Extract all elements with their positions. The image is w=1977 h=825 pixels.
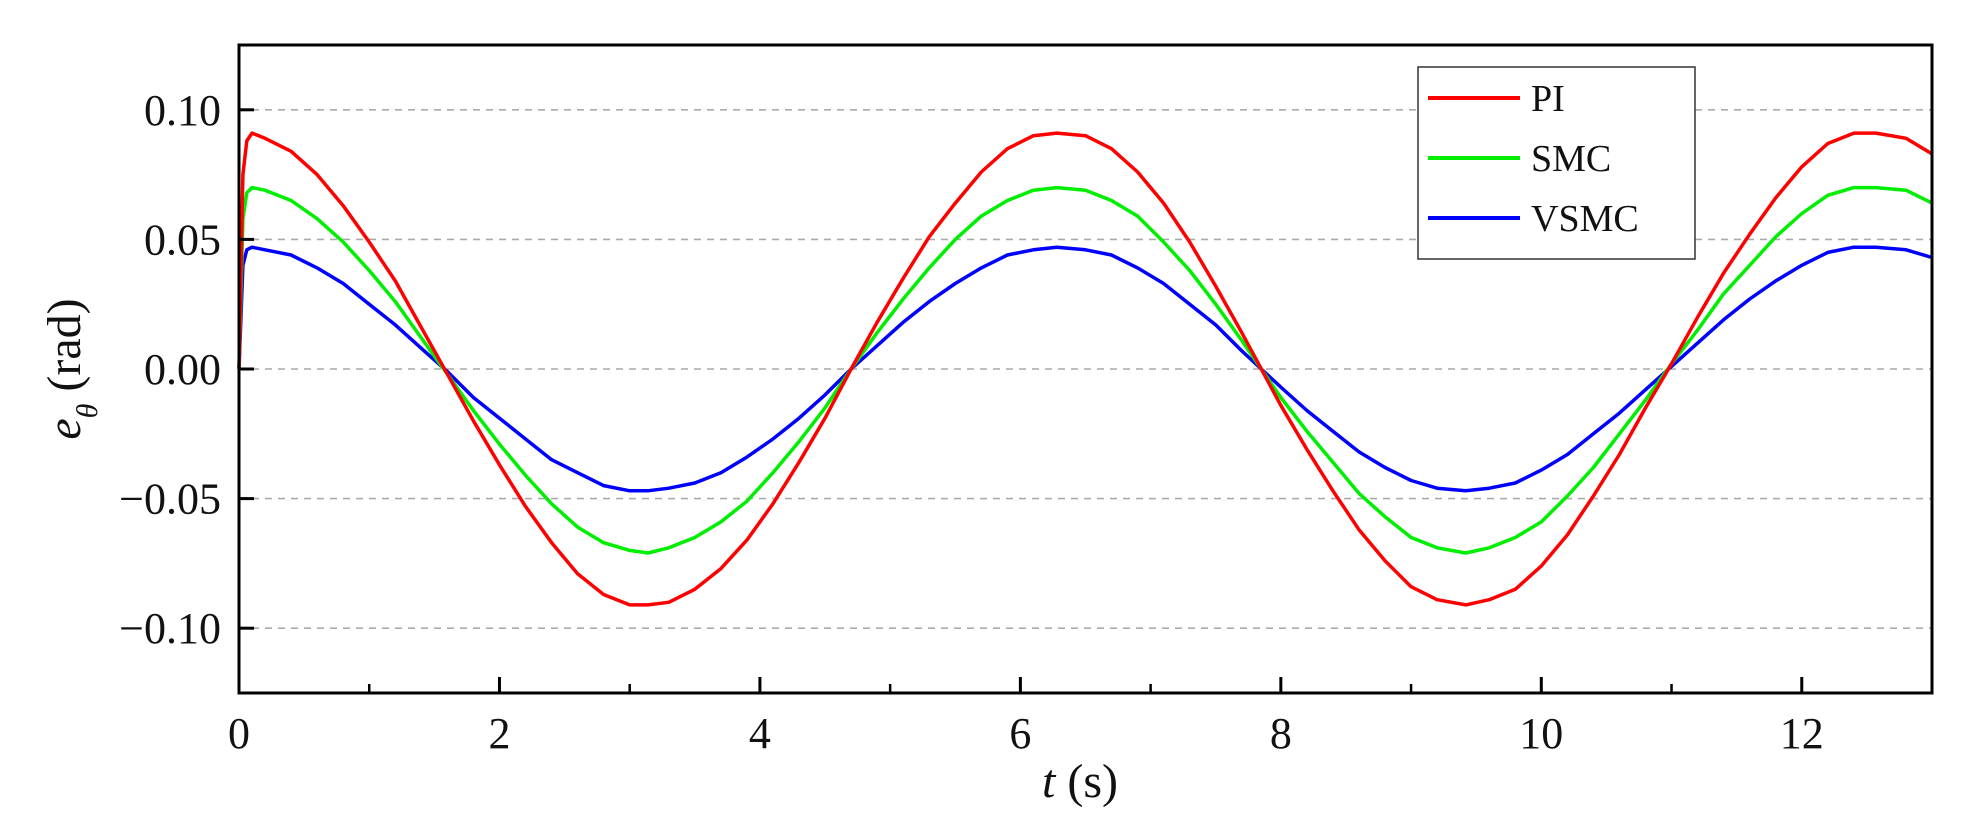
x-tick-label: 12 <box>1780 709 1824 758</box>
x-tick-label: 8 <box>1270 709 1292 758</box>
legend-label-vsmc: VSMC <box>1531 198 1639 240</box>
y-tick-label: −0.05 <box>119 475 221 524</box>
x-tick-label: 2 <box>488 709 510 758</box>
legend-label-smc: SMC <box>1531 138 1611 180</box>
y-tick-label: 0.00 <box>144 345 221 394</box>
x-axis-label: t (s) <box>1042 755 1118 808</box>
y-tick-label: 0.10 <box>144 86 221 135</box>
x-axis-variable: t <box>1042 755 1057 808</box>
axis-ticks <box>237 108 1804 693</box>
legend-entries: PI SMC VSMC <box>1428 78 1639 240</box>
series-line-pi <box>237 131 1933 607</box>
x-tick-label: 4 <box>749 709 771 758</box>
y-axis-subscript: θ <box>71 403 104 418</box>
x-axis-unit: (s) <box>1055 755 1118 808</box>
y-axis-label: eθ (rad) <box>38 298 104 439</box>
series-line-smc <box>237 185 1933 555</box>
legend-label-pi: PI <box>1531 78 1565 120</box>
x-tick-label: 6 <box>1009 709 1031 758</box>
x-tick-label: 10 <box>1519 709 1563 758</box>
legend: PI SMC VSMC <box>1417 66 1696 260</box>
series-line-vsmc <box>237 245 1933 493</box>
y-tick-label: −0.10 <box>119 604 221 653</box>
y-tick-labels: 0.10 0.05 0.00 −0.05 −0.10 <box>119 86 221 653</box>
y-axis-variable: e <box>38 418 91 439</box>
y-axis-unit: (rad) <box>38 298 91 403</box>
x-tick-label: 0 <box>228 709 250 758</box>
x-tick-labels: 0 2 4 6 8 10 12 <box>228 709 1824 758</box>
series-lines <box>237 131 1933 607</box>
y-tick-label: 0.05 <box>144 215 221 264</box>
